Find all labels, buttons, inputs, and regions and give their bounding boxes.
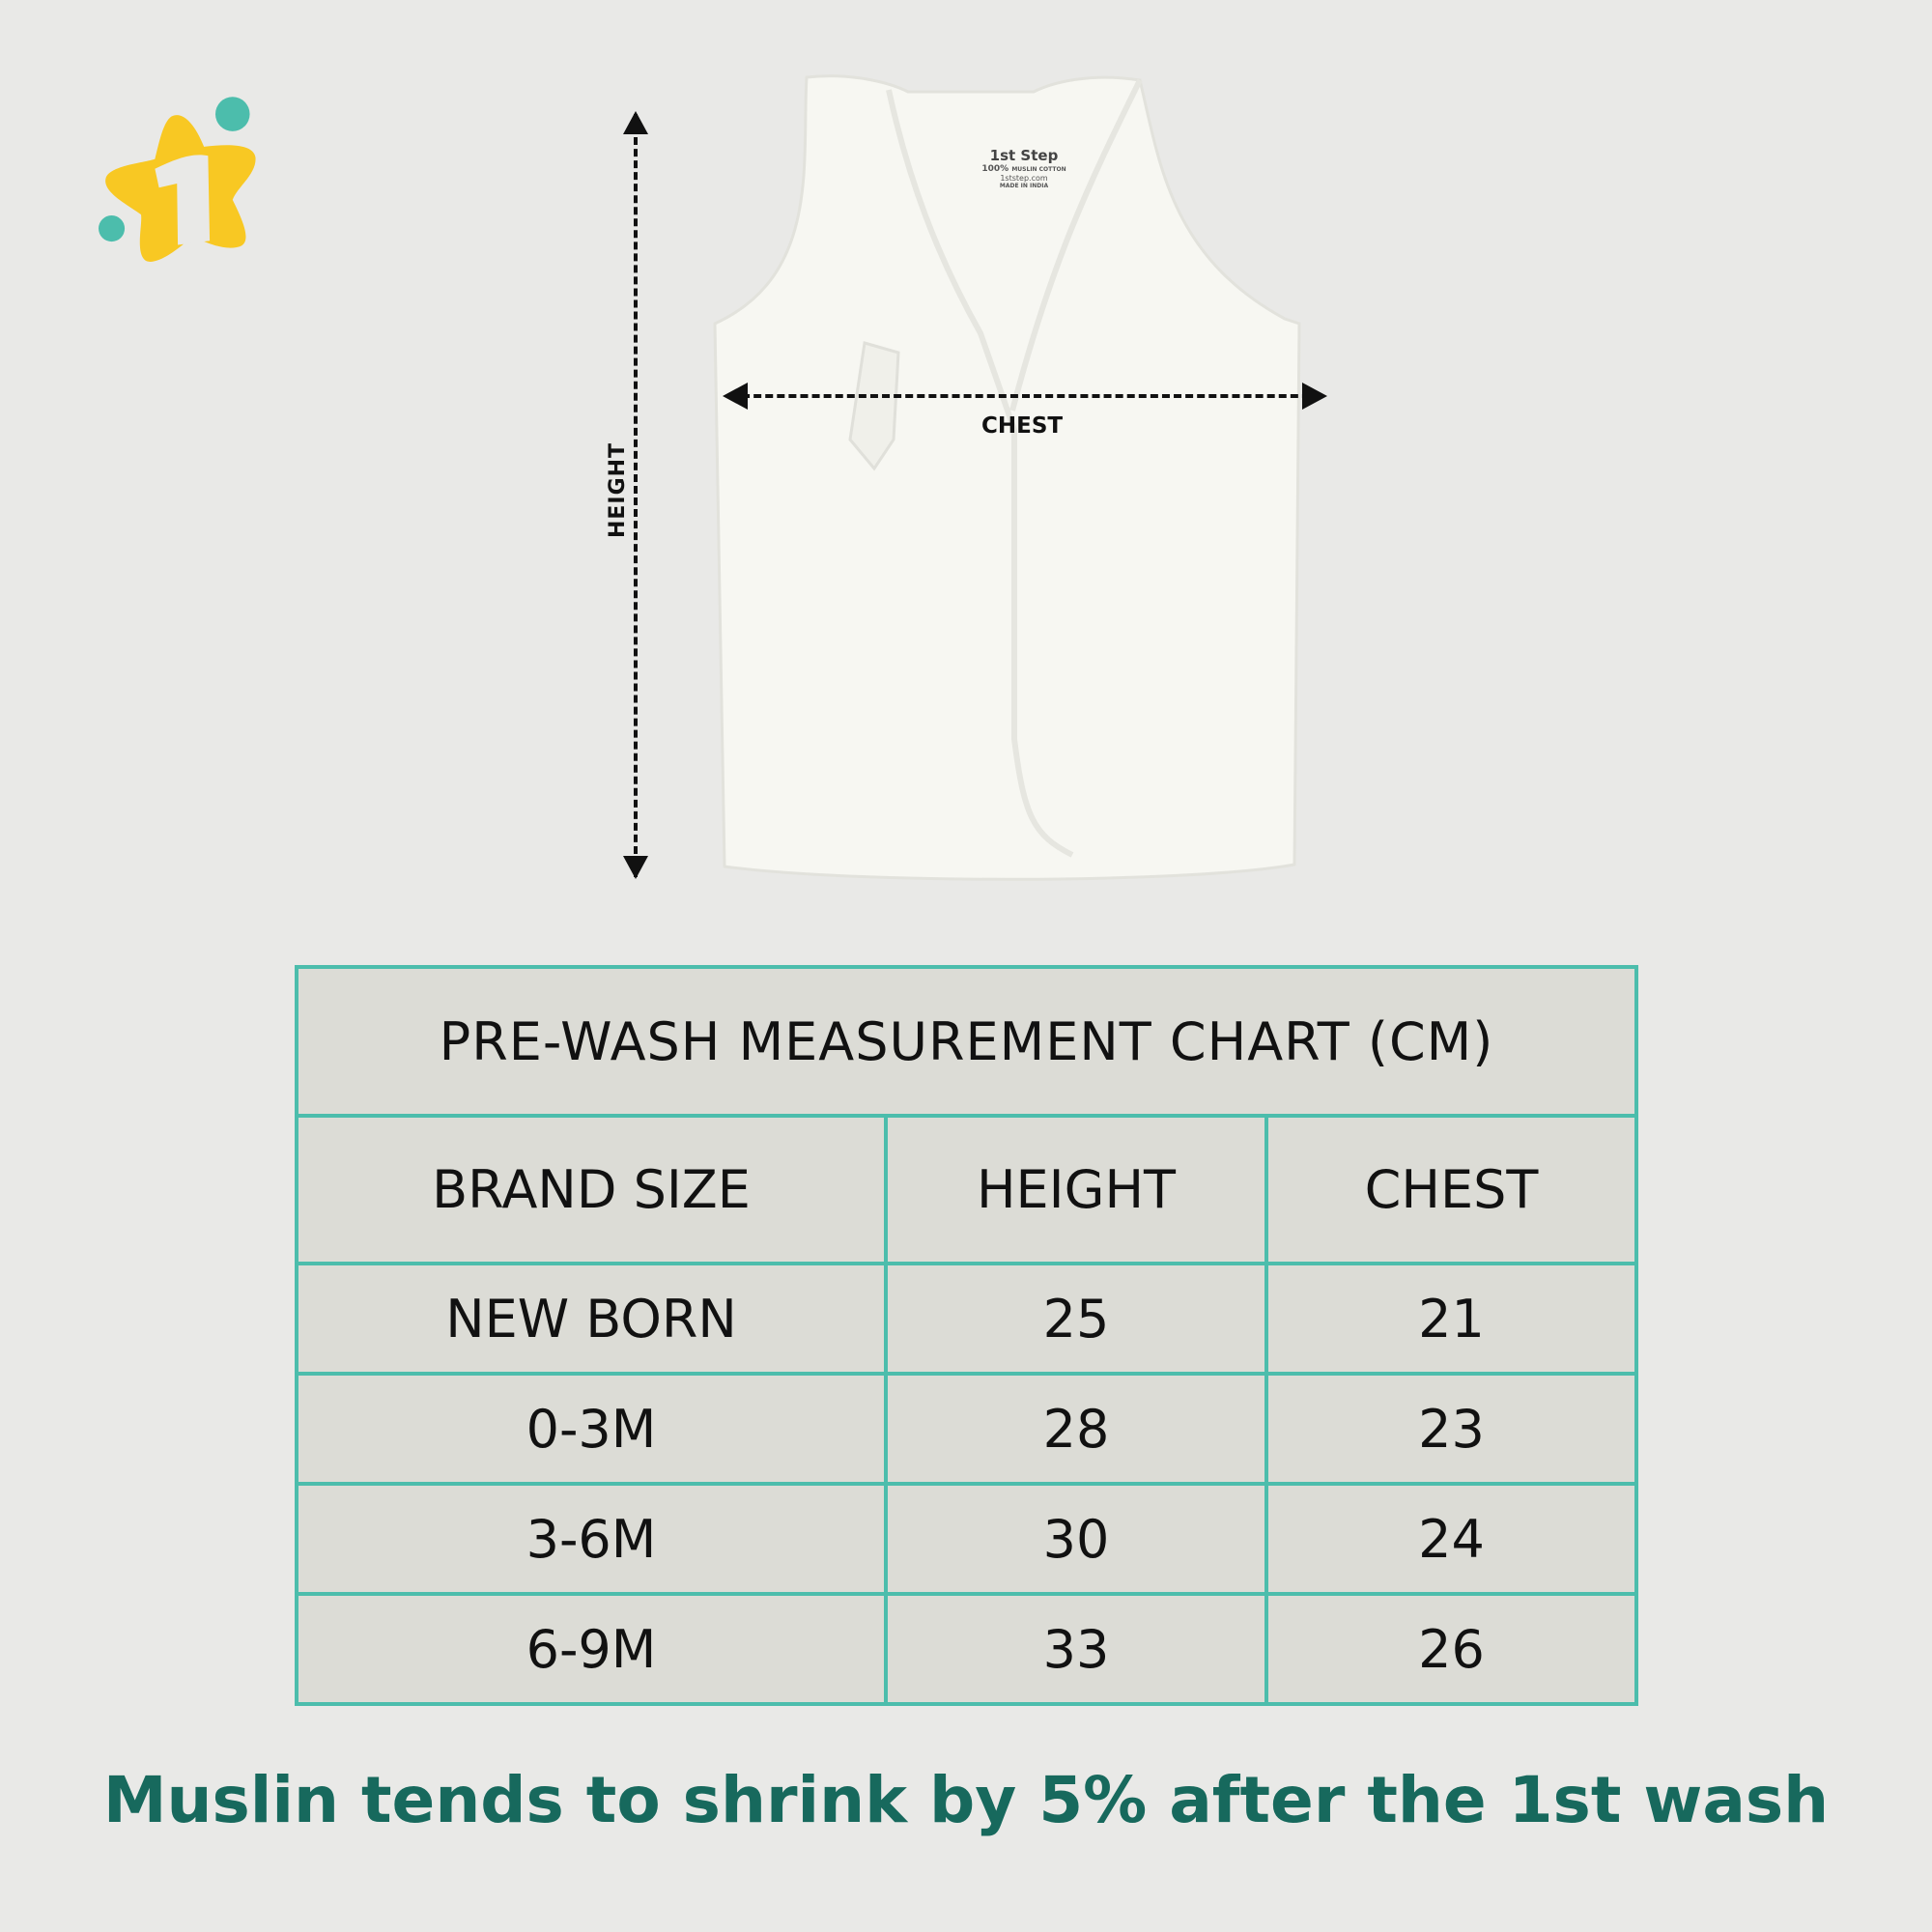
chest-cell: 24 [1264,1482,1638,1596]
chest-arrow [730,394,1321,398]
table-row: NEW BORN 25 21 [295,1262,1638,1376]
chest-cell: 26 [1264,1592,1638,1706]
chest-cell: 23 [1264,1372,1638,1486]
table-row: 0-3M 28 23 [295,1372,1638,1486]
garment-label-origin: MADE IN INDIA [999,183,1049,189]
measurement-table: PRE-WASH MEASUREMENT CHART (CM) BRAND SI… [295,965,1638,1706]
height-label: HEIGHT [606,441,631,539]
column-header-brand-size: BRAND SIZE [295,1114,888,1265]
table-title: PRE-WASH MEASUREMENT CHART (CM) [295,965,1638,1118]
arrow-down-icon [623,856,648,879]
height-cell: 28 [884,1372,1268,1486]
table-row: 3-6M 30 24 [295,1482,1638,1596]
size-cell: 0-3M [295,1372,888,1486]
shrinkage-note: Muslin tends to shrink by 5% after the 1… [102,1763,1830,1837]
size-cell: NEW BORN [295,1262,888,1376]
chest-cell: 21 [1264,1262,1638,1376]
size-cell: 6-9M [295,1592,888,1706]
garment-label-percent: 100% [981,164,1009,174]
table-row: 6-9M 33 26 [295,1592,1638,1706]
column-header-height: HEIGHT [884,1114,1268,1265]
height-arrow [634,114,638,877]
column-header-chest: CHEST [1264,1114,1638,1265]
arrow-up-icon [623,111,648,134]
dot-icon [215,97,250,131]
brand-logo [99,97,256,262]
vest-image [713,74,1301,881]
dot-icon [99,215,126,242]
chest-label: CHEST [981,413,1064,439]
garment-label-brand: 1st Step [989,147,1059,164]
arrow-right-icon [1302,383,1327,410]
height-cell: 25 [884,1262,1268,1376]
garment-label-website: 1ststep.com [1000,174,1048,183]
arrow-left-icon [723,383,748,410]
garment-label: 1st Step 100% MUSLIN COTTON 1ststep.com … [966,147,1082,189]
size-cell: 3-6M [295,1482,888,1596]
height-cell: 33 [884,1592,1268,1706]
height-cell: 30 [884,1482,1268,1596]
garment-label-fabric: MUSLIN COTTON [1011,166,1066,173]
